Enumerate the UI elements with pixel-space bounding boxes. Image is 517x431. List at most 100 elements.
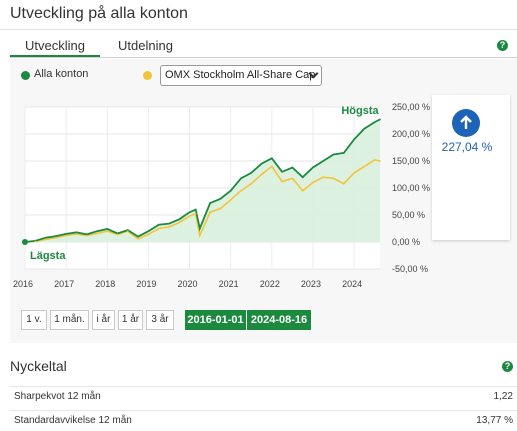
legend-dot-all-accounts — [21, 71, 30, 80]
legend-dot-index — [143, 71, 152, 80]
period-button-1y[interactable]: 1 år — [118, 310, 143, 330]
performance-chart: 250,00 % 200,00 % 150,00 % 100,00 % 50,00 % 0… — [12, 92, 432, 292]
series-area-all-accounts — [25, 119, 380, 242]
data-point-omx — [199, 234, 201, 237]
compare-index-select[interactable]: OMX Stockholm All-Share Cap — [160, 65, 322, 86]
page-title: Utveckling på alla konton — [10, 5, 188, 22]
chart-svg: 250,00 % 200,00 % 150,00 % 100,00 % 50,00 % 0… — [13, 102, 430, 289]
low-marker — [22, 239, 28, 245]
data-point-omx — [281, 180, 283, 183]
data-point-omx — [229, 199, 232, 201]
data-point-omx — [250, 182, 253, 185]
compare-index-value: OMX Stockholm All-Share Cap — [165, 69, 316, 81]
data-point-all-accounts — [178, 218, 181, 221]
help-icon[interactable]: ? — [502, 361, 513, 372]
data-point-all-accounts — [188, 211, 191, 214]
data-point-omx — [379, 160, 381, 162]
data-point-omx — [332, 177, 335, 180]
nyckeltal-header: Nyckeltal — [10, 355, 517, 379]
data-point-omx — [137, 237, 139, 240]
date-to-button[interactable]: 2024-08-16 — [247, 310, 311, 330]
data-point-omx — [34, 240, 37, 243]
data-point-all-accounts — [96, 230, 98, 232]
data-point-omx — [260, 173, 263, 176]
data-point-omx — [116, 233, 119, 236]
x-tick-label: 2022 — [260, 279, 280, 289]
data-point-omx — [219, 207, 222, 210]
period-button-3y[interactable]: 3 år — [146, 310, 174, 330]
data-point-all-accounts — [157, 223, 160, 226]
data-point-omx — [147, 233, 150, 236]
data-point-all-accounts — [343, 152, 345, 154]
table-row: Standardavvikelse 12 mån 13,77 % — [10, 410, 517, 430]
period-button-1m[interactable]: 1 mån. — [50, 310, 89, 330]
data-point-all-accounts — [240, 177, 242, 180]
data-point-all-accounts — [373, 121, 376, 123]
x-tick-label: 2020 — [178, 279, 198, 289]
data-point-omx — [373, 159, 376, 161]
x-tick-label: 2017 — [54, 279, 74, 289]
y-tick-label: -50,00 % — [392, 264, 428, 274]
arrow-up-icon — [452, 109, 480, 137]
data-point-omx — [322, 176, 325, 178]
data-point-omx — [178, 221, 181, 224]
data-point-all-accounts — [260, 162, 263, 165]
period-button-1w[interactable]: 1 v. — [21, 310, 47, 330]
data-point-all-accounts — [312, 166, 314, 169]
data-point-all-accounts — [379, 118, 381, 121]
y-tick-label: 150,00 % — [392, 156, 430, 166]
data-point-all-accounts — [229, 189, 232, 192]
tab-utveckling[interactable]: Utveckling — [10, 35, 100, 57]
metric-label: Sharpekvot 12 mån — [14, 391, 101, 402]
data-point-omx — [291, 177, 294, 180]
data-point-omx — [312, 181, 314, 184]
section-header: Utveckling på alla konton — [0, 0, 517, 30]
data-point-omx — [127, 230, 129, 232]
data-point-omx — [157, 227, 160, 230]
y-tick-label: 250,00 % — [392, 102, 430, 112]
x-tick-label: 2019 — [136, 279, 156, 289]
date-from-button[interactable]: 2016-01-01 — [185, 310, 246, 330]
data-point-all-accounts — [332, 153, 335, 156]
y-tick-label: 50,00 % — [392, 210, 425, 220]
data-point-omx — [75, 233, 78, 235]
data-point-omx — [106, 230, 109, 232]
data-point-all-accounts — [106, 228, 109, 230]
metric-value: 13,77 % — [476, 415, 513, 426]
data-point-omx — [209, 211, 211, 214]
data-point-omx — [301, 189, 304, 192]
data-point-omx — [55, 236, 57, 239]
y-tick-label: 0,00 % — [392, 237, 420, 247]
data-point-all-accounts — [363, 127, 366, 130]
data-point-all-accounts — [250, 172, 253, 174]
data-point-omx — [44, 238, 47, 241]
data-point-all-accounts — [219, 198, 222, 200]
tab-utdelning[interactable]: Utdelning — [118, 38, 173, 53]
legend-label-all-accounts: Alla konton — [34, 68, 89, 80]
table-row: Sharpekvot 12 mån 1,22 — [10, 386, 517, 406]
data-point-omx — [96, 232, 98, 235]
low-annotation: Lägsta — [30, 250, 66, 262]
period-button-ytd[interactable]: i år — [92, 310, 115, 330]
tab-bar: Utveckling Utdelning — [10, 35, 517, 58]
data-point-all-accounts — [353, 138, 355, 141]
y-tick-label: 200,00 % — [392, 129, 430, 139]
data-point-all-accounts — [55, 235, 57, 237]
data-point-omx — [363, 165, 366, 168]
data-point-all-accounts — [271, 157, 273, 160]
data-point-omx — [168, 226, 170, 228]
data-point-all-accounts — [65, 233, 67, 235]
x-tick-label: 2018 — [95, 279, 115, 289]
metric-label: Standardavvikelse 12 mån — [14, 415, 132, 426]
data-point-all-accounts — [44, 236, 47, 239]
data-point-all-accounts — [301, 176, 304, 178]
data-point-all-accounts — [137, 235, 139, 238]
data-point-omx — [271, 165, 273, 168]
return-summary-card: 227,04 % — [432, 95, 510, 240]
data-point-omx — [343, 182, 345, 185]
x-tick-label: 2021 — [219, 279, 239, 289]
help-icon[interactable]: ? — [497, 40, 508, 51]
data-point-all-accounts — [199, 227, 201, 230]
x-tick-label: 2024 — [342, 279, 362, 289]
data-point-all-accounts — [291, 166, 294, 169]
